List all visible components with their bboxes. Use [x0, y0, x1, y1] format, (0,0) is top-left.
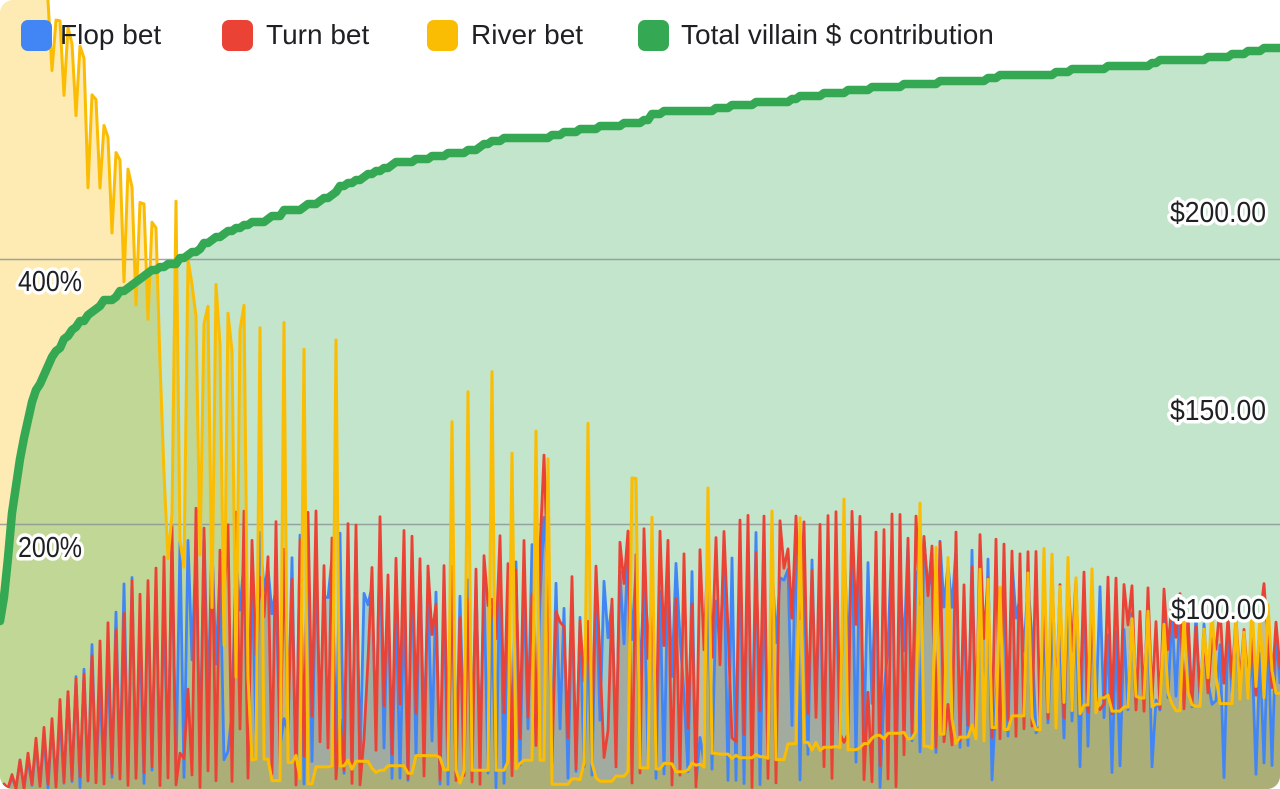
svg-text:200%: 200%: [18, 532, 82, 564]
svg-text:$150.00: $150.00: [1170, 395, 1266, 427]
svg-text:$200.00: $200.00: [1170, 197, 1266, 229]
svg-text:$100.00: $100.00: [1171, 594, 1266, 626]
svg-text:400%: 400%: [18, 266, 82, 298]
